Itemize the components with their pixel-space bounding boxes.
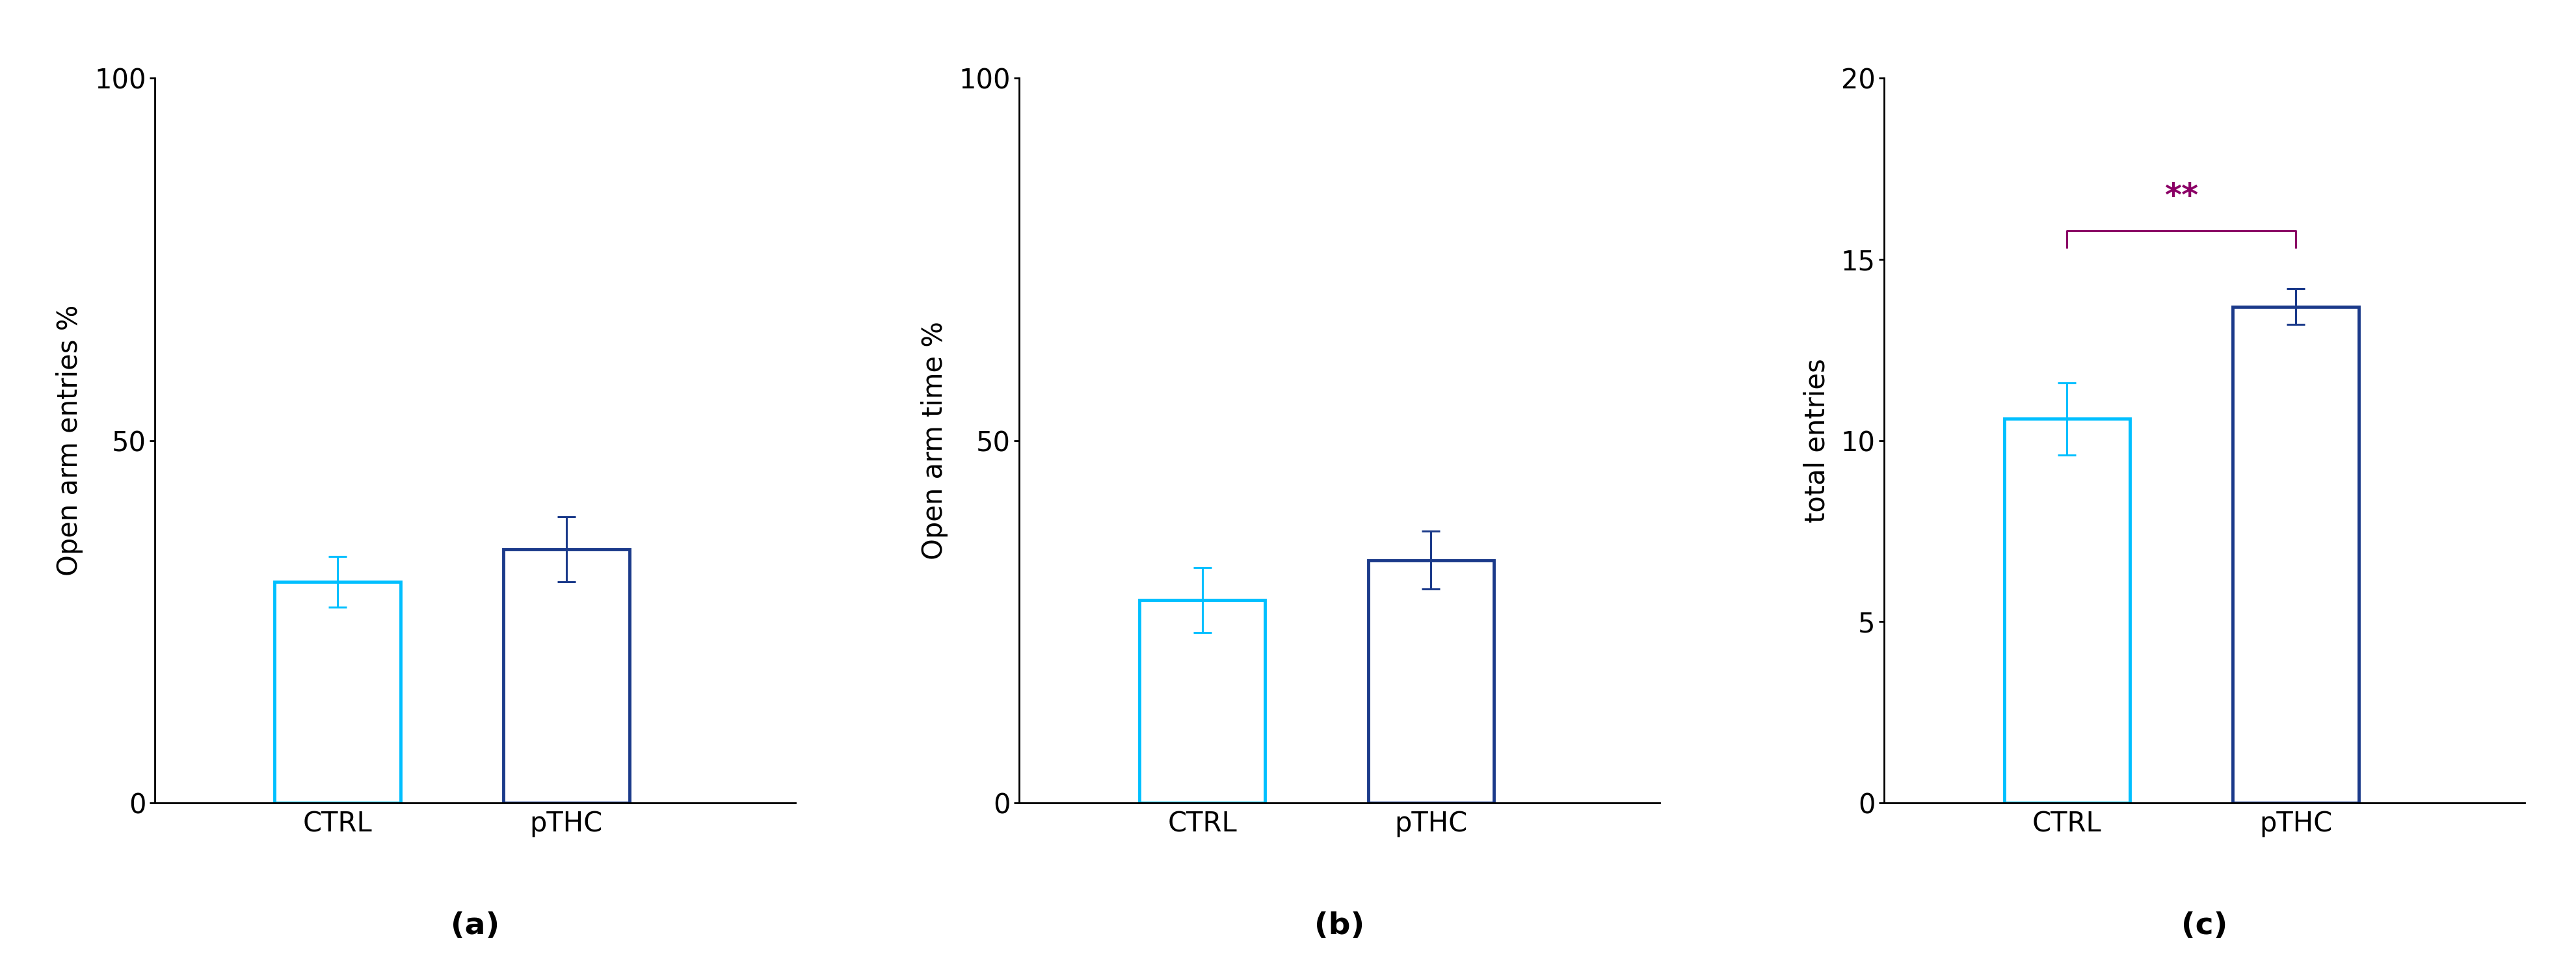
Y-axis label: Open arm time %: Open arm time % [920,321,948,560]
Bar [1139,600,1265,803]
Bar [2004,419,2130,803]
Bar [276,582,399,803]
Y-axis label: total entries: total entries [1803,358,1829,523]
Text: (b): (b) [1314,911,1365,941]
Text: (a): (a) [451,911,500,941]
Y-axis label: Open arm entries %: Open arm entries % [57,304,82,577]
Text: **: ** [2164,181,2197,212]
Bar [502,549,629,803]
Text: (c): (c) [2182,911,2228,941]
Bar [1368,560,1494,803]
Bar [2233,306,2360,803]
